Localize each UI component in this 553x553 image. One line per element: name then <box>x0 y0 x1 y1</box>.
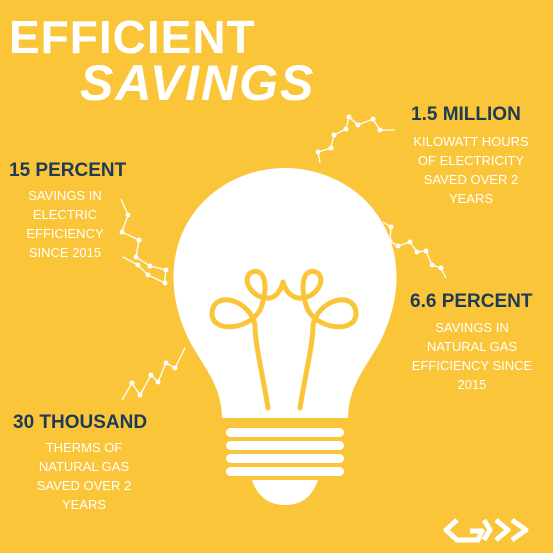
desc-line: OF ELECTRICITY <box>417 153 525 168</box>
desc-line: THERMS OF <box>45 440 123 455</box>
desc-line: NATURAL GAS <box>38 459 130 474</box>
title-savings: SAVINGS <box>80 55 316 111</box>
desc-line: SAVINGS IN <box>28 188 102 203</box>
desc-line: YEARS <box>61 497 107 512</box>
desc-line: ELECTRIC <box>32 207 98 222</box>
desc-line: SAVINGS IN <box>435 320 509 335</box>
desc-line: KILOWATT HOURS <box>413 134 529 149</box>
stat-15-percent: 15 PERCENT <box>9 160 127 181</box>
stat-1-5-million-desc: KILOWATT HOURS OF ELECTRICITY SAVED OVER… <box>400 132 542 208</box>
stat-1-5-million: 1.5 MILLION <box>411 104 521 125</box>
stat-6-6-percent: 6.6 PERCENT <box>410 291 533 312</box>
stat-15-percent-desc: SAVINGS IN ELECTRIC EFFICIENCY SINCE 201… <box>9 186 121 262</box>
desc-line: 2015 <box>457 377 487 392</box>
stat-6-6-percent-desc: SAVINGS IN NATURAL GAS EFFICIENCY SINCE … <box>398 318 546 394</box>
desc-line: EFFICIENCY SINCE <box>411 358 533 373</box>
desc-line: YEARS <box>448 191 494 206</box>
stat-30-thousand-desc: THERMS OF NATURAL GAS SAVED OVER 2 YEARS <box>20 438 148 514</box>
desc-line: EFFICIENCY <box>26 226 104 241</box>
stat-30-thousand: 30 THOUSAND <box>13 412 148 433</box>
title-efficient: EFFICIENT <box>9 11 256 63</box>
desc-line: SAVED OVER 2 <box>36 478 132 493</box>
desc-line: SINCE 2015 <box>28 245 102 260</box>
desc-line: NATURAL GAS <box>426 339 518 354</box>
desc-line: SAVED OVER 2 <box>423 172 519 187</box>
